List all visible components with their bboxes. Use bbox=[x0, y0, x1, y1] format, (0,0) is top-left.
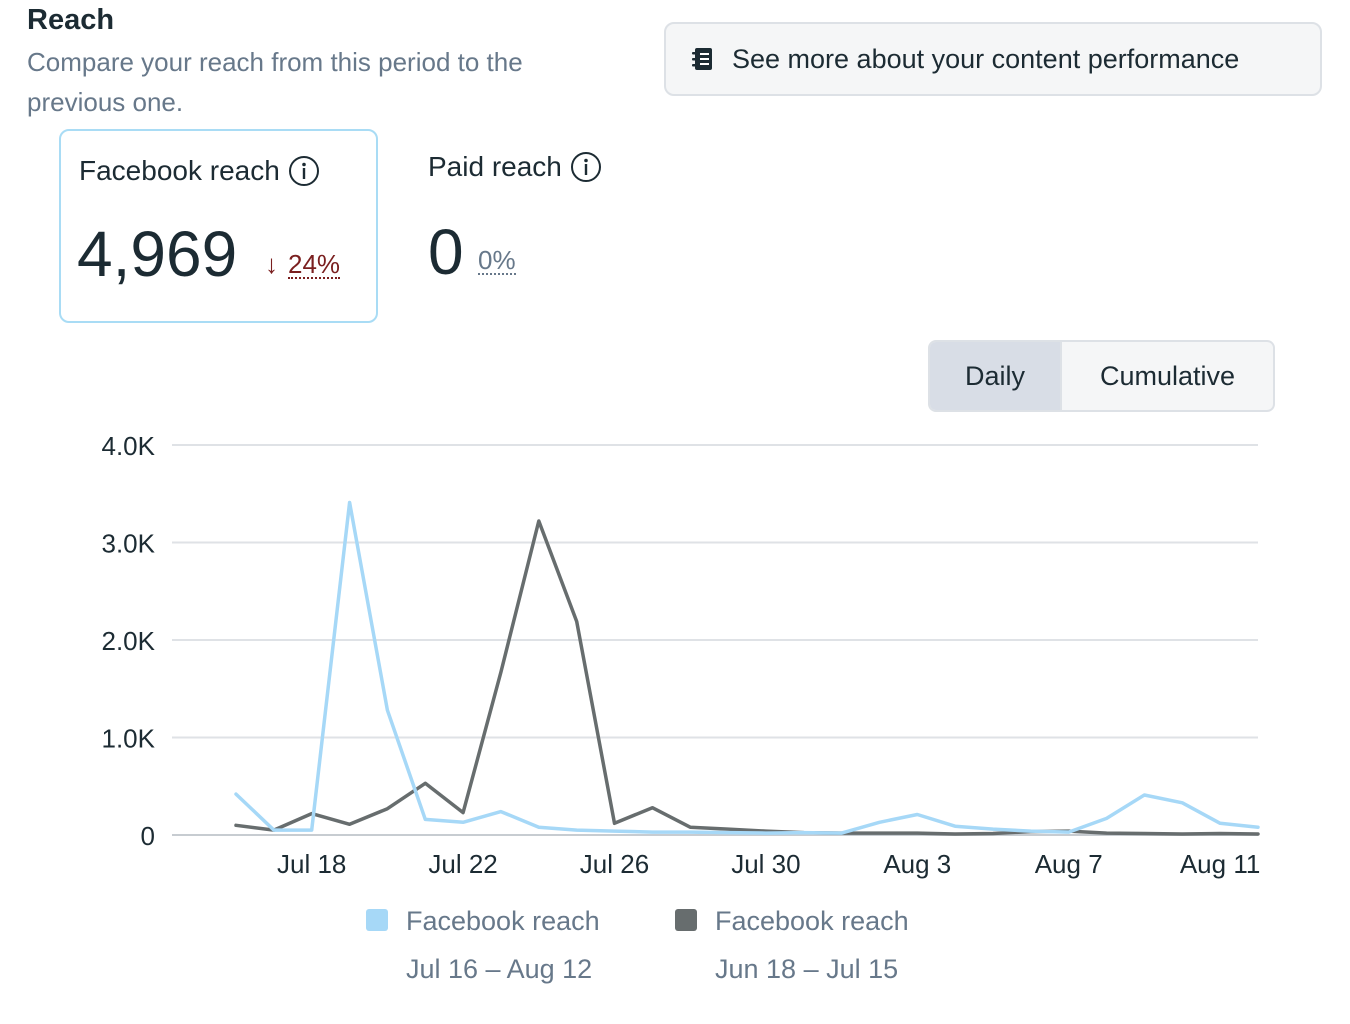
arrow-down-icon: ↓ bbox=[265, 249, 278, 279]
paid-reach-delta: 0% bbox=[478, 247, 516, 275]
x-tick-label: Aug 3 bbox=[883, 849, 951, 879]
facebook-reach-card[interactable]: Facebook reach 4,969 ↓ 24% bbox=[59, 129, 378, 323]
paid-reach-title: Paid reach bbox=[428, 151, 602, 183]
x-tick-label: Jul 26 bbox=[580, 849, 649, 879]
paid-reach-value: 0 bbox=[428, 216, 464, 288]
x-tick-label: Jul 22 bbox=[428, 849, 497, 879]
facebook-reach-value: 4,969 bbox=[77, 218, 238, 290]
section-subtitle: Compare your reach from this period to t… bbox=[27, 47, 523, 117]
paid-reach-label: Paid reach bbox=[428, 151, 562, 182]
legend-range-previous: Jun 18 – Jul 15 bbox=[715, 954, 899, 984]
info-icon[interactable] bbox=[288, 155, 320, 187]
reach-line-chart: 0 1.0K 2.0K 3.0K 4.0K Jul 18 Jul 22 Jul 26 Jul 3… bbox=[102, 431, 1261, 879]
series-line-previous bbox=[234, 519, 1260, 836]
daily-toggle-button[interactable]: Daily bbox=[930, 342, 1062, 410]
x-tick-label: Aug 11 bbox=[1180, 849, 1260, 879]
legend-label-previous: Facebook reach bbox=[715, 906, 909, 936]
legend-item-previous[interactable]: Facebook reach Jun 18 – Jul 15 bbox=[675, 905, 909, 985]
x-tick-label: Jul 30 bbox=[731, 849, 800, 879]
notebook-icon bbox=[692, 47, 716, 71]
legend-label-current: Facebook reach bbox=[406, 906, 600, 936]
info-icon[interactable] bbox=[570, 151, 602, 183]
content-performance-button[interactable]: See more about your content performance bbox=[664, 22, 1322, 96]
section-title: Reach bbox=[27, 4, 115, 36]
series-line-current bbox=[234, 500, 1260, 835]
y-tick-label: 2.0K bbox=[102, 626, 156, 656]
paid-reach-card[interactable]: Paid reach 0 0% bbox=[410, 129, 670, 323]
legend-item-current[interactable]: Facebook reach Jul 16 – Aug 12 bbox=[366, 905, 600, 985]
content-performance-label: See more about your content performance bbox=[732, 43, 1240, 74]
x-tick-label: Jul 18 bbox=[277, 849, 346, 879]
legend-swatch-current bbox=[366, 909, 388, 931]
paid-reach-delta-pct[interactable]: 0% bbox=[478, 245, 516, 275]
facebook-reach-title: Facebook reach bbox=[79, 155, 320, 187]
legend-range-current: Jul 16 – Aug 12 bbox=[406, 954, 593, 984]
facebook-reach-delta: ↓ 24% bbox=[265, 248, 341, 280]
legend-swatch-previous bbox=[675, 909, 697, 931]
y-tick-label: 3.0K bbox=[102, 529, 156, 559]
y-tick-label: 4.0K bbox=[102, 431, 156, 461]
y-tick-label: 0 bbox=[141, 821, 155, 851]
x-tick-label: Aug 7 bbox=[1035, 849, 1103, 879]
cumulative-toggle-button[interactable]: Cumulative bbox=[1099, 360, 1236, 391]
facebook-reach-delta-pct[interactable]: 24% bbox=[288, 248, 341, 279]
view-toggle: Daily Cumulative bbox=[928, 340, 1275, 412]
y-tick-label: 1.0K bbox=[102, 724, 156, 754]
facebook-reach-label: Facebook reach bbox=[79, 155, 280, 186]
